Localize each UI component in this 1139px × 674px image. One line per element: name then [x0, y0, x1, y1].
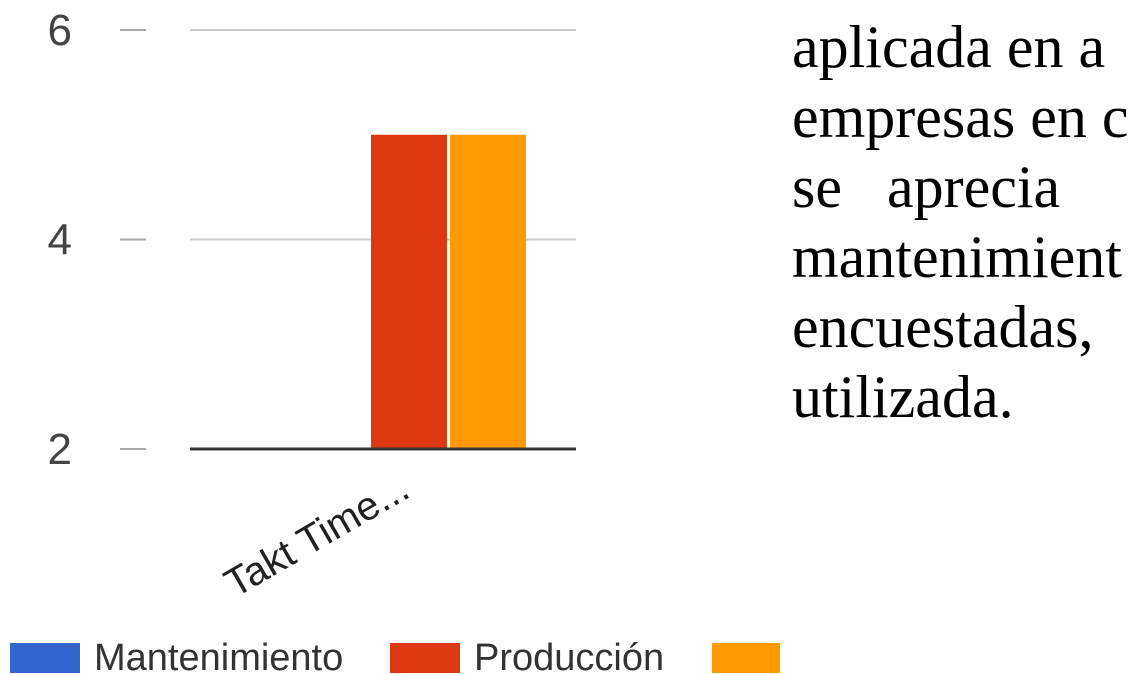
bar-chart: 6 4 2 Takt Time... Mantenimiento Producción… — [10, 6, 780, 674]
x-category-label: Takt Time... — [217, 466, 416, 606]
legend-label: Mantenimiento — [94, 637, 343, 674]
legend-swatch — [712, 643, 780, 673]
y-tick-label: 2 — [48, 425, 72, 474]
body-text: aplicada en a empresas en c se aprecia m… — [792, 12, 1139, 432]
body-text-line: utilizada. — [792, 364, 1014, 430]
legend: MantenimientoProducciónOtros Departament… — [10, 637, 780, 674]
y-tick-label: 6 — [48, 6, 72, 55]
x-axis: Takt Time... — [217, 466, 416, 606]
body-text-line: mantenimient — [792, 224, 1122, 290]
body-text-line: se aprecia — [792, 154, 1061, 220]
bar-producción — [371, 134, 447, 449]
legend-swatch — [10, 643, 80, 673]
body-text-line: encuestadas, — [792, 294, 1094, 360]
body-text-line: empresas en c — [792, 84, 1129, 150]
y-tick-label: 4 — [48, 216, 72, 265]
bars — [371, 134, 526, 449]
legend-label: Producción — [474, 637, 664, 674]
bar-otros-departamentos — [450, 134, 526, 449]
body-text-line: aplicada en a — [792, 14, 1106, 80]
y-axis: 6 4 2 — [48, 6, 146, 474]
legend-swatch — [390, 643, 460, 673]
